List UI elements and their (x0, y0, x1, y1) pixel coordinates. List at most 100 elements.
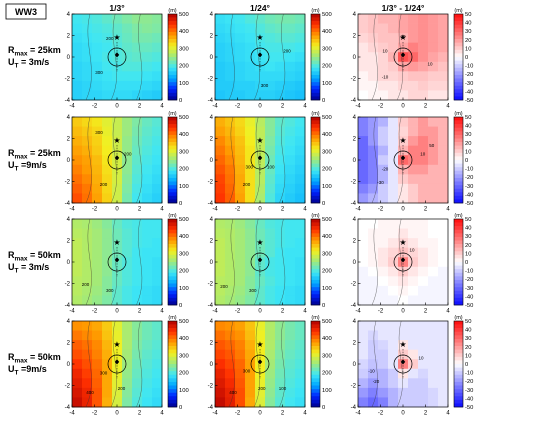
x-tick-label: -2 (92, 309, 98, 315)
heatmap-cell (92, 155, 103, 166)
heatmap-cell (225, 136, 236, 147)
colorbar-step (454, 279, 463, 284)
colorbar-step (454, 378, 463, 383)
x-tick-label: 0 (115, 411, 119, 417)
heatmap-cell (378, 126, 389, 137)
y-tick-label: 2 (210, 341, 214, 347)
heatmap-cell (418, 136, 429, 147)
heatmap-cell (408, 14, 419, 24)
colorbar-step (311, 89, 320, 94)
x-tick-label: -4 (212, 309, 218, 315)
x-tick-label: 2 (424, 207, 428, 213)
heatmap-cell (82, 397, 93, 408)
heatmap-cell (92, 340, 103, 351)
colorbar-tick-label: 100 (179, 388, 189, 394)
heatmap-cell (295, 126, 306, 137)
x-tick-label: -4 (355, 309, 361, 315)
colorbar-step (168, 78, 177, 83)
colorbar-step (168, 254, 177, 259)
colorbar-step (311, 324, 320, 329)
heatmap-cell (368, 238, 379, 249)
heatmap-cell (152, 321, 163, 331)
heatmap-cell (152, 80, 163, 91)
colorbar-step (168, 57, 177, 61)
heatmap-cell (388, 285, 399, 296)
heatmap-cell (285, 295, 296, 306)
heatmap-cell (225, 126, 236, 137)
heatmap-cell (142, 228, 153, 239)
heatmap-cell (255, 193, 266, 204)
colorbar-tick-label: 40 (465, 328, 471, 334)
heatmap-cell (295, 219, 306, 229)
heatmap-cell (152, 266, 163, 277)
heatmap-cell (428, 266, 439, 277)
colorbar-step (454, 185, 463, 189)
heatmap-cell (428, 193, 439, 204)
colorbar-step (454, 14, 463, 18)
heatmap-cell (152, 285, 163, 296)
colorbar-tick-label: 0 (322, 98, 325, 104)
heatmap-cell (418, 247, 429, 258)
heatmap-cell (235, 52, 246, 63)
colorbar-step (454, 117, 463, 121)
heatmap-cell (428, 136, 439, 147)
diamond-icon (257, 359, 263, 365)
heatmap-cell (428, 33, 439, 44)
colorbar-step (311, 371, 320, 376)
colorbar-step (168, 199, 177, 204)
heatmap-cell (132, 321, 143, 331)
contour-line (110, 116, 117, 204)
colorbar-frame (453, 13, 464, 101)
heatmap-cell (295, 33, 306, 44)
heatmap-cell (265, 90, 276, 101)
heatmap-cell (122, 321, 133, 331)
colorbar-step (168, 92, 177, 97)
heatmap-cell (275, 387, 286, 398)
heatmap-cell (295, 80, 306, 91)
colorbar-tick-label: 200 (322, 269, 332, 275)
heatmap-cell (225, 33, 236, 44)
colorbar-step (454, 262, 463, 266)
heatmap-cell (235, 276, 246, 287)
heatmap-cell (285, 145, 296, 156)
colorbar-step (454, 78, 463, 83)
heatmap-cell (235, 340, 246, 351)
contour-label: -10 (368, 369, 375, 374)
colorbar-step (454, 21, 463, 26)
heatmap-cell (275, 52, 286, 63)
x-tick-label: -4 (69, 411, 75, 417)
heatmap-cell (368, 164, 379, 175)
heatmap-cell (378, 247, 389, 258)
heatmap-cell (428, 368, 439, 379)
colorbar-step (168, 378, 177, 383)
heatmap-cell (255, 183, 266, 194)
colorbar-step (311, 53, 320, 58)
heatmap-cell (235, 164, 246, 175)
colorbar-step (168, 297, 177, 302)
colorbar-step (168, 127, 177, 132)
heatmap-cell (132, 14, 143, 24)
heatmap-cell (295, 42, 306, 53)
heatmap-cell (112, 295, 123, 306)
x-tick-label: 2 (281, 411, 285, 417)
heatmap-cell (388, 145, 399, 156)
heatmap-cell (295, 90, 306, 101)
heatmap-cell (265, 285, 276, 296)
colorbar-step (168, 342, 177, 347)
heatmap-cell (235, 321, 246, 331)
heatmap-cell (215, 61, 226, 72)
heatmap-cell (235, 61, 246, 72)
heatmap-cell (112, 183, 123, 194)
star-icon: ★ (113, 340, 120, 349)
heatmap-cell (418, 378, 429, 389)
colorbar-step (311, 321, 320, 325)
colorbar-step (168, 177, 177, 182)
heatmap-cell (72, 285, 83, 296)
colorbar-step (168, 117, 177, 121)
colorbar-step (311, 131, 320, 136)
